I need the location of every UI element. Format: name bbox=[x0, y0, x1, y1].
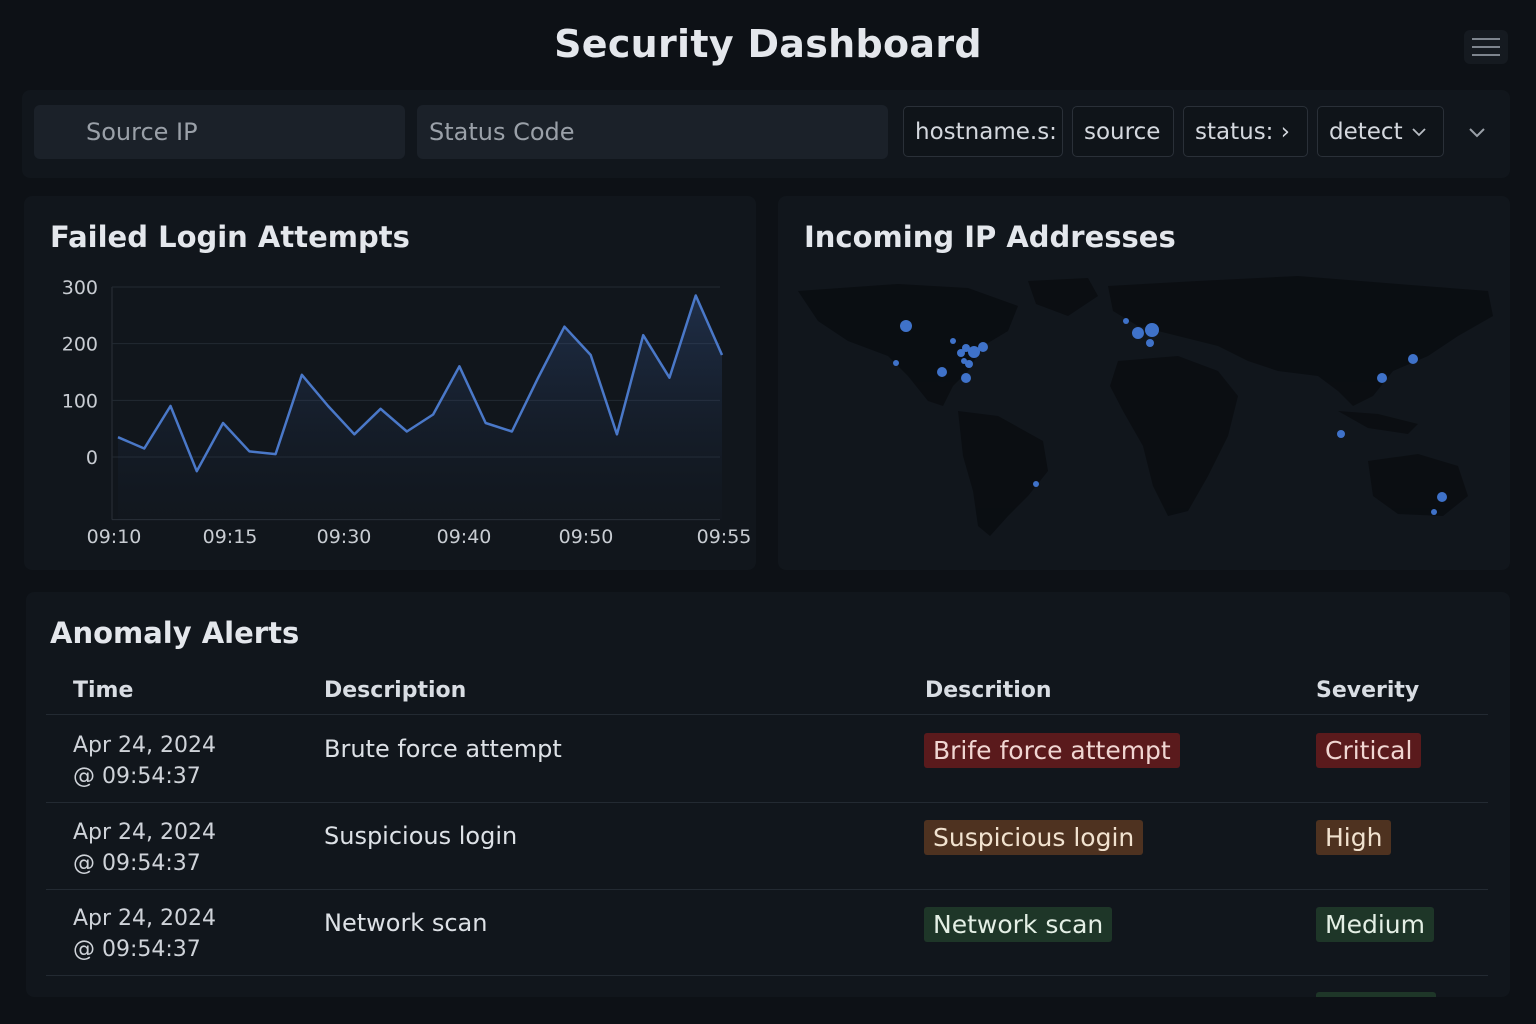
status-code-input[interactable] bbox=[417, 105, 888, 159]
row-timestamp: @ 09:54:37 bbox=[73, 764, 201, 789]
column-header-severity: Severity bbox=[1316, 678, 1420, 703]
ip-location-dot bbox=[978, 342, 988, 352]
column-header-time: Time bbox=[73, 678, 134, 703]
source-ip-input[interactable] bbox=[34, 105, 405, 159]
header-divider bbox=[46, 714, 1488, 715]
chip-label: source bbox=[1084, 118, 1161, 145]
filter-chip-status[interactable]: status: › bbox=[1183, 106, 1308, 157]
continent-greenland bbox=[1028, 278, 1098, 316]
ip-location-dot bbox=[1146, 339, 1154, 347]
continent-africa bbox=[1110, 356, 1238, 516]
ip-location-dot bbox=[962, 344, 970, 352]
menu-icon-bar bbox=[1472, 54, 1500, 56]
ip-location-dot bbox=[1337, 430, 1345, 438]
x-tick-label: 09:50 bbox=[559, 526, 614, 548]
filter-chip-source[interactable]: source bbox=[1072, 106, 1174, 157]
severity-badge-medium: Medium bbox=[1316, 907, 1434, 942]
chip-label: detect bbox=[1329, 118, 1403, 145]
world-map bbox=[798, 276, 1493, 536]
menu-icon-bar bbox=[1472, 46, 1500, 48]
ip-location-dot bbox=[1431, 509, 1437, 515]
continent-eurasia bbox=[1108, 276, 1493, 406]
description-tag-badge: Network scan bbox=[924, 907, 1113, 942]
row-divider bbox=[46, 889, 1488, 890]
failed-logins-title: Failed Login Attempts bbox=[50, 220, 410, 254]
x-tick-label: 09:10 bbox=[87, 526, 142, 548]
row-date: Apr 24, 2024 bbox=[73, 733, 217, 758]
ip-location-dot bbox=[1377, 373, 1387, 383]
ip-location-dot bbox=[1145, 323, 1159, 337]
row-time: Apr 24, 2024 @ 09:54:37 bbox=[73, 730, 216, 792]
continent-indonesia bbox=[1338, 411, 1418, 434]
description-tag-badge: Suspicious login bbox=[924, 820, 1144, 855]
ip-location-dot bbox=[1132, 327, 1144, 339]
severity-badge-partial bbox=[1316, 992, 1436, 997]
column-header-description: Description bbox=[324, 678, 467, 703]
severity-badge-high: High bbox=[1316, 820, 1392, 855]
row-timestamp: @ 09:54:37 bbox=[73, 851, 201, 876]
row-time: Apr 24, 2024 @ 09:54:37 bbox=[73, 903, 216, 965]
incoming-ip-title: Incoming IP Addresses bbox=[804, 220, 1176, 254]
filter-chip-detect[interactable]: detect bbox=[1317, 106, 1444, 157]
continent-south-america bbox=[958, 411, 1048, 536]
filter-chip-hostname[interactable]: hostname.s: bbox=[903, 106, 1063, 157]
chevron-down-icon bbox=[1411, 127, 1426, 136]
failed-logins-panel: Failed Login Attempts 300 200 100 0 09:10 09:… bbox=[24, 196, 756, 570]
anomaly-alerts-title: Anomaly Alerts bbox=[50, 616, 300, 650]
ip-location-dot bbox=[968, 346, 980, 358]
row-description: Brute force attempt bbox=[324, 735, 562, 763]
filter-bar: hostname.s: source status: › detect bbox=[22, 90, 1510, 178]
expand-filters-chevron-icon[interactable] bbox=[1462, 118, 1492, 148]
y-tick-label: 200 bbox=[62, 334, 98, 356]
x-tick-label: 09:55 bbox=[697, 526, 752, 548]
ip-location-dot bbox=[961, 373, 971, 383]
ip-location-dot bbox=[893, 360, 899, 366]
row-divider bbox=[46, 802, 1488, 803]
column-header-descrition: Descrition bbox=[925, 678, 1052, 703]
chip-label: status: › bbox=[1195, 118, 1290, 145]
row-time: Apr 24, 2024 @ 09:54:37 bbox=[73, 817, 216, 879]
chip-label: hostname.s: bbox=[915, 118, 1057, 145]
description-tag-badge: Brife force attempt bbox=[924, 733, 1180, 768]
x-tick-label: 09:40 bbox=[437, 526, 492, 548]
anomaly-alerts-panel: Anomaly Alerts Time Description Descriti… bbox=[26, 592, 1510, 997]
row-divider bbox=[46, 975, 1488, 976]
y-tick-label: 100 bbox=[62, 390, 98, 412]
row-date: Apr 24, 2024 bbox=[73, 906, 217, 931]
series-line bbox=[117, 294, 724, 473]
ip-location-dot bbox=[1123, 318, 1129, 324]
ip-location-dot bbox=[965, 360, 973, 368]
series-area bbox=[118, 295, 722, 520]
ip-location-dot bbox=[937, 367, 947, 377]
y-tick-label: 300 bbox=[62, 277, 98, 299]
ip-location-dot bbox=[950, 338, 956, 344]
row-timestamp: @ 09:54:37 bbox=[73, 937, 201, 962]
y-tick-label: 0 bbox=[86, 447, 98, 469]
continent-australia bbox=[1368, 454, 1468, 516]
ip-location-dot bbox=[1408, 354, 1418, 364]
page-title: Security Dashboard bbox=[554, 22, 982, 66]
row-date: Apr 24, 2024 bbox=[73, 820, 217, 845]
ip-location-dot bbox=[900, 320, 912, 332]
ip-location-dot bbox=[1437, 492, 1447, 502]
ip-location-dot bbox=[957, 349, 965, 357]
row-description: Network scan bbox=[324, 909, 488, 937]
menu-icon-bar bbox=[1472, 38, 1500, 40]
incoming-ip-panel: Incoming IP Addresses bbox=[778, 196, 1510, 570]
hamburger-menu-button[interactable] bbox=[1464, 30, 1508, 64]
x-tick-label: 09:15 bbox=[203, 526, 258, 548]
row-description: Suspicious login bbox=[324, 822, 518, 850]
severity-badge-critical: Critical bbox=[1316, 733, 1422, 768]
x-tick-label: 09:30 bbox=[317, 526, 372, 548]
ip-location-dot bbox=[1033, 481, 1039, 487]
failed-logins-chart: 300 200 100 0 09:10 09:15 09:30 09:40 09:50 09:55 bbox=[62, 277, 752, 548]
